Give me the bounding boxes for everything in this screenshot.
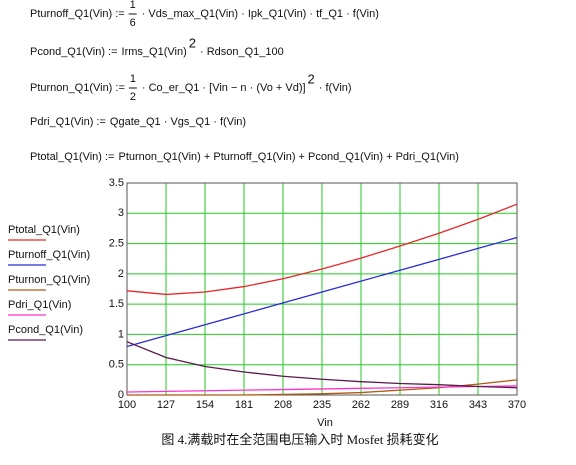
formula-text: · Rdson_Q1_100 bbox=[200, 46, 284, 58]
formula-text: · Co_er_Q1 · [Vin − n · (Vo + Vd)] bbox=[142, 82, 306, 94]
y-tick-label: 3.5 bbox=[109, 177, 124, 189]
fraction-numerator: 1 bbox=[130, 73, 136, 85]
x-tick-label: 181 bbox=[235, 399, 253, 411]
y-tick-label: 0.5 bbox=[109, 359, 124, 371]
formula-text: 2 bbox=[308, 71, 315, 86]
formula-text: Pturnon_Q1(Vin) := bbox=[30, 82, 125, 94]
series-line bbox=[126, 385, 518, 393]
y-tick-label: 2.5 bbox=[109, 237, 124, 249]
x-tick-label: 235 bbox=[313, 399, 331, 411]
fraction-denominator: 2 bbox=[130, 91, 136, 103]
plot-frame bbox=[126, 182, 518, 396]
formula-text: · f(Vin) bbox=[319, 82, 352, 94]
legend-label: Pdri_Q1(Vin) bbox=[8, 299, 71, 311]
series-line bbox=[126, 341, 518, 389]
x-tick-label: 289 bbox=[391, 399, 409, 411]
formula-text: Pturnoff_Q1(Vin) := bbox=[30, 8, 125, 20]
y-tick-label: 1.5 bbox=[109, 298, 124, 310]
x-tick-label: 370 bbox=[508, 399, 526, 411]
x-tick-label: 127 bbox=[157, 399, 175, 411]
x-tick-label: 262 bbox=[352, 399, 370, 411]
formula-text: Irms_Q1(Vin) bbox=[122, 46, 187, 58]
x-tick-label: 343 bbox=[469, 399, 487, 411]
formula-text: · Vds_max_Q1(Vin) · Ipk_Q1(Vin) · tf_Q1 … bbox=[142, 8, 379, 20]
fraction-denominator: 6 bbox=[130, 17, 136, 29]
formula-text: 2 bbox=[189, 35, 196, 50]
fraction-numerator: 1 bbox=[130, 0, 136, 11]
y-tick-label: 0 bbox=[118, 389, 124, 401]
caption: 图 4.满载时在全范围电压输入时 Mosfet 损耗变化 bbox=[161, 432, 438, 447]
formula-text: Pcond_Q1(Vin) := bbox=[30, 46, 118, 58]
formula-text: Pturnon_Q1(Vin) + Pturnoff_Q1(Vin) + Pco… bbox=[118, 151, 458, 163]
x-tick-label: 208 bbox=[274, 399, 292, 411]
x-tick-label: 316 bbox=[430, 399, 448, 411]
series-line bbox=[126, 203, 518, 296]
series-line bbox=[126, 236, 518, 348]
x-axis-label: Vin bbox=[317, 417, 333, 429]
x-tick-label: 100 bbox=[118, 399, 136, 411]
y-tick-label: 3 bbox=[118, 207, 124, 219]
formula-text: Pdri_Q1(Vin) := bbox=[30, 116, 106, 128]
legend-label: Pturnon_Q1(Vin) bbox=[8, 274, 90, 286]
x-tick-label: 154 bbox=[196, 399, 214, 411]
y-tick-label: 1 bbox=[118, 328, 124, 340]
formula-text: Ptotal_Q1(Vin) := bbox=[30, 151, 114, 163]
y-tick-label: 2 bbox=[118, 268, 124, 280]
formula-text: Qgate_Q1 · Vgs_Q1 · f(Vin) bbox=[110, 116, 246, 128]
legend-label: Pturnoff_Q1(Vin) bbox=[8, 249, 90, 261]
legend-label: Pcond_Q1(Vin) bbox=[8, 324, 83, 336]
legend-label: Ptotal_Q1(Vin) bbox=[8, 224, 80, 236]
